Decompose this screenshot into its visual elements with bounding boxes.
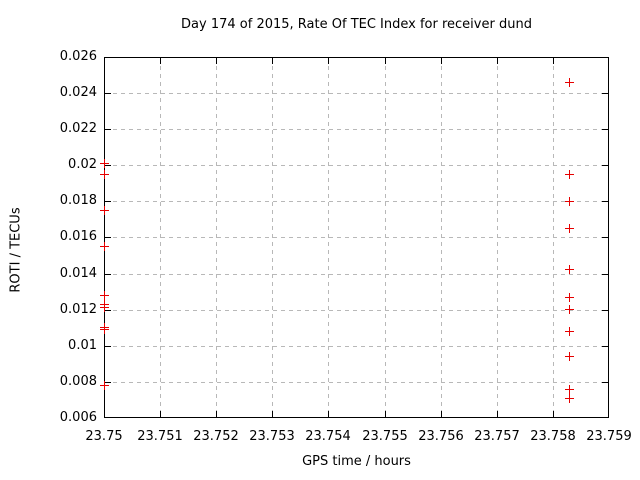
gridline-horizontal — [105, 201, 608, 202]
y-axis-tick-right — [602, 129, 608, 130]
x-axis-tick-bottom — [553, 411, 554, 417]
gridline-vertical — [497, 58, 498, 417]
x-axis-tick-top — [385, 58, 386, 64]
y-tick-label: 0.016 — [59, 229, 97, 244]
y-axis-tick-left — [105, 165, 111, 166]
data-point-marker — [565, 196, 575, 206]
data-point-marker — [565, 265, 575, 275]
gridline-vertical — [160, 58, 161, 417]
y-tick-label: 0.006 — [59, 410, 97, 425]
data-point-marker — [565, 223, 575, 233]
y-axis-tick-right — [602, 274, 608, 275]
data-point-marker — [565, 305, 575, 315]
gridline-horizontal — [105, 93, 608, 94]
x-tick-label: 23.752 — [193, 429, 239, 444]
y-tick-label: 0.018 — [59, 193, 97, 208]
y-axis-tick-right — [602, 165, 608, 166]
data-point-marker — [99, 303, 109, 313]
x-axis-tick-top — [497, 58, 498, 64]
y-tick-label: 0.022 — [59, 121, 97, 136]
x-tick-label: 23.751 — [137, 429, 183, 444]
gridline-vertical — [441, 58, 442, 417]
gridline-horizontal — [105, 346, 608, 347]
y-axis-tick-left — [105, 346, 111, 347]
gridline-horizontal — [105, 274, 608, 275]
y-axis-tick-right — [602, 237, 608, 238]
x-axis-tick-top — [553, 58, 554, 64]
x-tick-label: 23.753 — [249, 429, 295, 444]
x-axis-tick-bottom — [441, 411, 442, 417]
data-point-marker — [565, 384, 575, 394]
x-axis-tick-bottom — [272, 411, 273, 417]
y-tick-label: 0.024 — [59, 85, 97, 100]
x-axis-tick-top — [328, 58, 329, 64]
x-axis-tick-top — [272, 58, 273, 64]
y-tick-label: 0.008 — [59, 374, 97, 389]
data-point-marker — [99, 381, 109, 390]
y-axis-tick-right — [602, 201, 608, 202]
x-tick-label: 23.758 — [530, 429, 576, 444]
data-point-marker — [99, 205, 109, 215]
y-axis-tick-right — [602, 310, 608, 311]
x-axis-tick-bottom — [160, 411, 161, 417]
x-axis-tick-bottom — [497, 411, 498, 417]
data-point-marker — [565, 352, 575, 362]
x-tick-label: 23.75 — [85, 429, 123, 444]
x-axis-tick-bottom — [216, 411, 217, 417]
gridline-vertical — [385, 58, 386, 417]
data-point-marker — [565, 393, 575, 403]
x-tick-label: 23.755 — [362, 429, 408, 444]
y-axis-tick-left — [105, 274, 111, 275]
gridline-vertical — [328, 58, 329, 417]
y-axis-tick-right — [602, 93, 608, 94]
gridline-vertical — [272, 58, 273, 417]
data-point-marker — [99, 242, 109, 252]
x-tick-label: 23.754 — [305, 429, 351, 444]
y-axis-tick-left — [105, 201, 111, 202]
y-axis-tick-left — [105, 382, 111, 383]
y-axis-tick-left — [105, 310, 111, 311]
y-tick-label: 0.026 — [59, 49, 97, 64]
x-axis-tick-bottom — [328, 411, 329, 417]
y-axis-tick-right — [602, 382, 608, 383]
y-axis-tick-left — [105, 93, 111, 94]
x-axis-label: GPS time / hours — [302, 454, 411, 469]
gridline-vertical — [216, 58, 217, 417]
x-axis-tick-top — [441, 58, 442, 64]
x-axis-tick-top — [216, 58, 217, 64]
gridline-horizontal — [105, 165, 608, 166]
gridline-horizontal — [105, 310, 608, 311]
y-axis-tick-left — [105, 129, 111, 130]
y-tick-label: 0.014 — [59, 266, 97, 281]
data-point-marker — [565, 169, 575, 179]
data-point-marker — [565, 326, 575, 336]
data-point-marker — [99, 290, 109, 300]
y-tick-label: 0.01 — [68, 338, 97, 353]
data-point-marker — [99, 158, 109, 168]
chart-title: Day 174 of 2015, Rate Of TEC Index for r… — [181, 17, 532, 32]
x-axis-tick-bottom — [385, 411, 386, 417]
y-axis-tick-right — [602, 346, 608, 347]
x-tick-label: 23.756 — [418, 429, 464, 444]
gridline-vertical — [553, 58, 554, 417]
data-point-marker — [99, 169, 109, 179]
gridline-horizontal — [105, 129, 608, 130]
x-tick-label: 23.759 — [586, 429, 632, 444]
gridline-horizontal — [105, 382, 608, 383]
y-tick-label: 0.02 — [68, 157, 97, 172]
x-axis-tick-top — [160, 58, 161, 64]
x-tick-label: 23.757 — [474, 429, 520, 444]
y-axis-tick-left — [105, 237, 111, 238]
data-point-marker — [99, 325, 109, 335]
data-point-marker — [565, 292, 575, 302]
data-point-marker — [565, 77, 575, 87]
y-tick-label: 0.012 — [59, 302, 97, 317]
gridline-horizontal — [105, 237, 608, 238]
